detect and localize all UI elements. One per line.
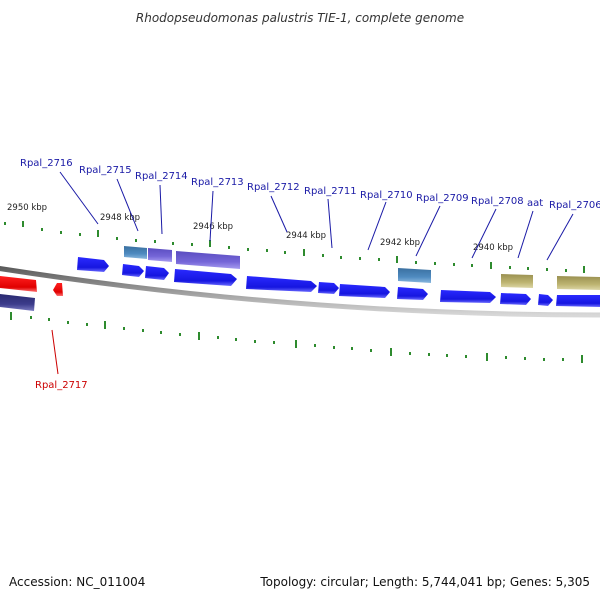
gene-label: Rpal_2715	[79, 165, 132, 176]
gene-arrow	[246, 276, 317, 292]
gene-label: Rpal_2710	[360, 190, 413, 201]
map-title: Rhodopseudomonas palustris TIE-1, comple…	[136, 11, 464, 25]
gene-arrow	[145, 266, 169, 280]
gene-arrow	[538, 294, 553, 306]
inner-tick-ring	[10, 312, 583, 363]
gene-label: Rpal_2714	[135, 171, 188, 182]
genome-summary-text: Topology: circular; Length: 5,744,041 bp…	[259, 575, 590, 589]
label-leader-lines	[51, 171, 574, 375]
outer-feature-track	[124, 246, 600, 290]
tick-label: 2944 kbp	[286, 231, 326, 241]
gene-arrow	[122, 264, 144, 277]
gene-label: Rpal_2713	[191, 177, 244, 188]
tick-label: 2950 kbp	[7, 203, 47, 213]
gene-arrow	[500, 293, 531, 305]
gene-label: Rpal_2716	[20, 158, 73, 169]
rna-arrow	[53, 283, 63, 296]
gene-arrow	[174, 269, 237, 286]
gene-label: Rpal_2708	[471, 196, 524, 207]
gene-arrow	[77, 257, 109, 272]
rna-feature	[0, 276, 37, 292]
gene-arrow	[440, 290, 496, 303]
feature-box-khaki	[557, 276, 600, 290]
gene-label: Rpal_2711	[304, 186, 357, 197]
gene-arrow	[556, 295, 600, 307]
accession-text: Accession: NC_011004	[9, 575, 145, 589]
feature-box-navy	[0, 294, 35, 311]
tick-label: 2940 kbp	[473, 243, 513, 253]
feature-box-steelblue	[398, 268, 431, 283]
feature-box-khaki	[501, 274, 533, 288]
gene-label: aat	[527, 198, 543, 209]
tick-label: 2948 kbp	[100, 213, 140, 223]
gene-arrow	[318, 282, 339, 294]
gene-label: Rpal_2717	[35, 380, 88, 391]
genome-backbone	[0, 266, 600, 318]
gene-label: Rpal_2709	[416, 193, 469, 204]
outer-tick-ring	[4, 221, 585, 273]
forward-strand-track	[77, 257, 600, 307]
gene-arrow	[339, 284, 390, 298]
tick-label: 2942 kbp	[380, 238, 420, 248]
gene-label: Rpal_2706	[549, 200, 600, 211]
gene-label: Rpal_2712	[247, 182, 300, 193]
gene-labels: Rpal_2716 Rpal_2715 Rpal_2714 Rpal_2713 …	[20, 158, 600, 391]
reverse-strand-track	[0, 276, 63, 311]
feature-box-steelblue	[124, 246, 147, 259]
feature-box-purple	[148, 248, 172, 262]
gene-arrow	[397, 287, 428, 300]
feature-box-purple	[176, 251, 240, 269]
tick-label: 2946 kbp	[193, 222, 233, 232]
